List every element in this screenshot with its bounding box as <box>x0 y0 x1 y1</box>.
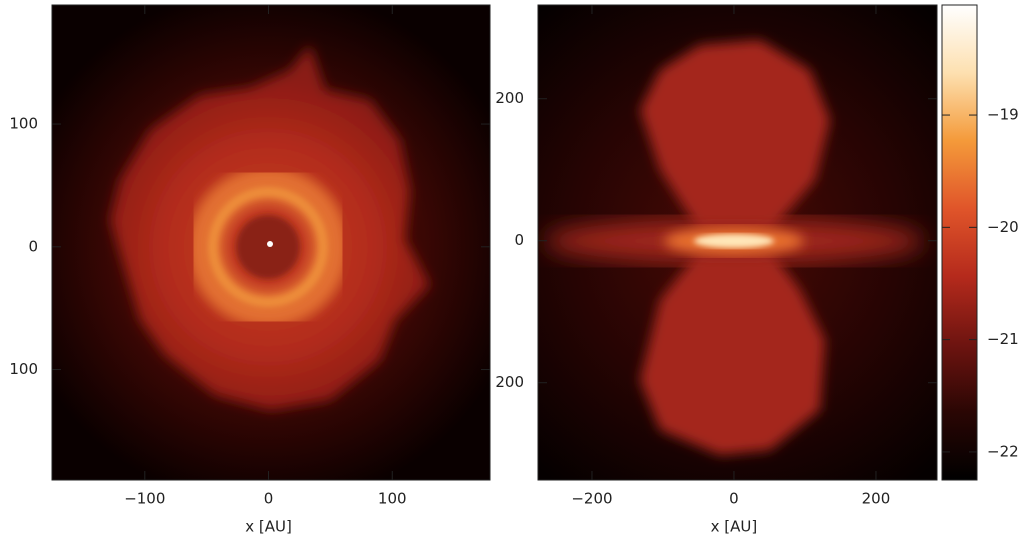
x-tick-label: 100 <box>378 490 407 508</box>
y-tick-label: 100 <box>9 115 38 133</box>
y-tick-label: 100 <box>9 360 38 378</box>
x-axis-title: x [AU] <box>245 518 292 536</box>
x-tick-label: 0 <box>729 490 739 508</box>
y-tick-label: 0 <box>514 231 524 249</box>
colorbar-tick-label: −19 <box>987 106 1019 124</box>
edge-on-map <box>538 5 937 480</box>
y-tick-label: 200 <box>495 89 524 107</box>
colorbar-tick-label: −22 <box>987 442 1019 460</box>
x-tick-label: −200 <box>571 490 612 508</box>
x-tick-label: 0 <box>264 490 274 508</box>
colorbar <box>942 5 977 480</box>
colorbar-tick-label: −21 <box>987 330 1019 348</box>
y-tick-label: 0 <box>28 237 38 255</box>
y-tick-label: 200 <box>495 373 524 391</box>
x-axis-title: x [AU] <box>711 518 758 536</box>
face-on-map <box>52 5 490 480</box>
x-tick-label: −100 <box>124 490 165 508</box>
colorbar-tick-label: −20 <box>987 218 1019 236</box>
x-tick-label: 200 <box>862 490 891 508</box>
figure: −100 0 100 100 0 100 x [AU] −200 0 200 200 0 200 x [A… <box>0 0 1033 541</box>
